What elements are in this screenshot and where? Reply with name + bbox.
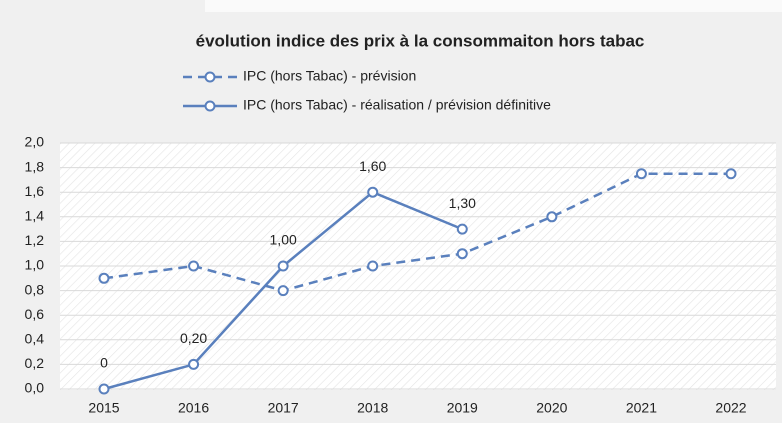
data-label: 1,30	[449, 195, 476, 211]
y-tick-label: 1,2	[25, 232, 45, 248]
y-tick-label: 0,2	[25, 355, 45, 371]
point	[367, 260, 379, 272]
y-tick-label: 1,0	[25, 257, 45, 273]
y-tick-label: 1,4	[25, 208, 45, 224]
y-tick-label: 1,6	[25, 183, 45, 199]
legend-label: IPC (hors Tabac) - réalisation / prévisi…	[243, 97, 551, 113]
x-tick-label: 2020	[536, 400, 567, 416]
point	[98, 272, 110, 284]
point	[456, 248, 468, 260]
point	[635, 168, 647, 180]
data-label: 0	[100, 355, 108, 371]
y-tick-label: 0,0	[25, 380, 45, 396]
point	[277, 285, 289, 297]
x-tick-label: 2022	[715, 400, 746, 416]
y-tick-label: 0,6	[25, 306, 45, 322]
x-tick-label: 2015	[88, 400, 119, 416]
data-label: 1,60	[359, 158, 386, 174]
point	[725, 168, 737, 180]
data-label: 0,20	[180, 330, 207, 346]
point	[367, 186, 379, 198]
legend-marker	[204, 100, 216, 112]
point	[277, 260, 289, 272]
x-tick-label: 2019	[447, 400, 478, 416]
point	[546, 211, 558, 223]
chart-title: évolution indice des prix à la consommai…	[196, 31, 645, 50]
series-line	[103, 172, 731, 292]
y-tick-label: 2,0	[25, 134, 45, 150]
x-tick-label: 2021	[626, 400, 657, 416]
point	[456, 223, 468, 235]
legend-marker	[204, 71, 216, 83]
x-tick-label: 2017	[268, 400, 299, 416]
data-label: 1,00	[270, 232, 297, 248]
point	[188, 358, 200, 370]
point	[188, 260, 200, 272]
x-tick-label: 2016	[178, 400, 209, 416]
point	[98, 383, 110, 395]
y-tick-label: 0,8	[25, 281, 45, 297]
top-strip	[205, 0, 782, 12]
y-tick-label: 0,4	[25, 331, 45, 347]
legend-label: IPC (hors Tabac) - prévision	[243, 68, 416, 84]
x-tick-label: 2018	[357, 400, 388, 416]
y-tick-label: 1,8	[25, 158, 45, 174]
